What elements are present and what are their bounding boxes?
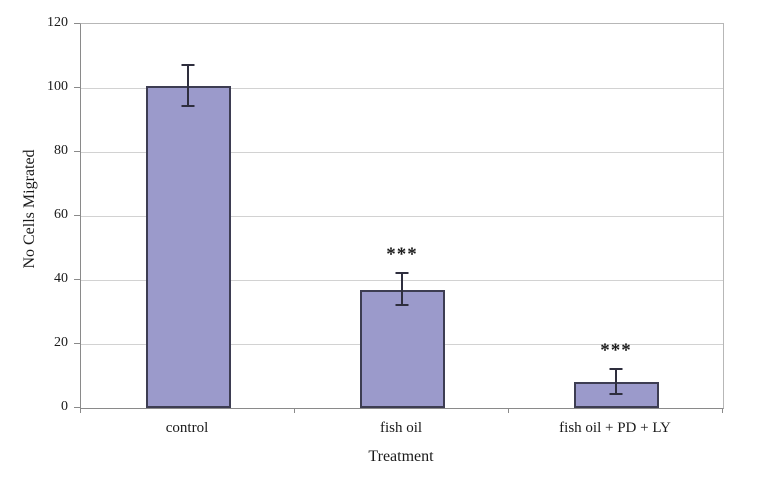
plot-area: *** ***	[80, 23, 724, 409]
y-tick-mark	[74, 279, 80, 280]
error-bar-cap	[181, 64, 195, 66]
y-tick-label: 120	[47, 15, 68, 30]
y-tick-mark	[74, 343, 80, 344]
error-bar	[401, 274, 403, 306]
x-tick-mark	[722, 408, 723, 413]
significance-stars: ***	[386, 244, 418, 265]
y-tick-label: 20	[54, 335, 68, 350]
y-tick-label: 40	[54, 271, 68, 286]
category-label: control	[165, 420, 209, 436]
y-tick-label: 100	[47, 79, 68, 94]
x-tick-mark	[80, 408, 81, 413]
bar	[574, 382, 659, 408]
error-bar	[187, 65, 189, 107]
y-tick-label: 0	[61, 399, 68, 414]
bar	[360, 290, 445, 408]
y-tick-mark	[74, 23, 80, 24]
y-tick-label: 80	[54, 143, 68, 158]
error-bar-cap	[181, 105, 195, 107]
x-tick-mark	[508, 408, 509, 413]
gridline	[81, 88, 723, 89]
y-tick-mark	[74, 151, 80, 152]
significance-stars: ***	[600, 340, 632, 361]
gridline	[81, 152, 723, 153]
y-tick-mark	[74, 87, 80, 88]
error-bar-cap	[609, 393, 623, 395]
x-axis-title: Treatment	[368, 448, 434, 465]
x-tick-mark	[294, 408, 295, 413]
error-bar	[615, 369, 617, 395]
category-label: fish oil	[379, 420, 423, 436]
y-tick-mark	[74, 215, 80, 216]
category-label: fish oil + PD + LY	[559, 420, 671, 436]
gridline	[81, 216, 723, 217]
error-bar-cap	[395, 304, 409, 306]
y-tick-mark	[74, 407, 80, 408]
error-bar-cap	[609, 368, 623, 370]
y-tick-label: 60	[54, 207, 68, 222]
error-bar-cap	[395, 272, 409, 274]
bar	[146, 86, 231, 408]
